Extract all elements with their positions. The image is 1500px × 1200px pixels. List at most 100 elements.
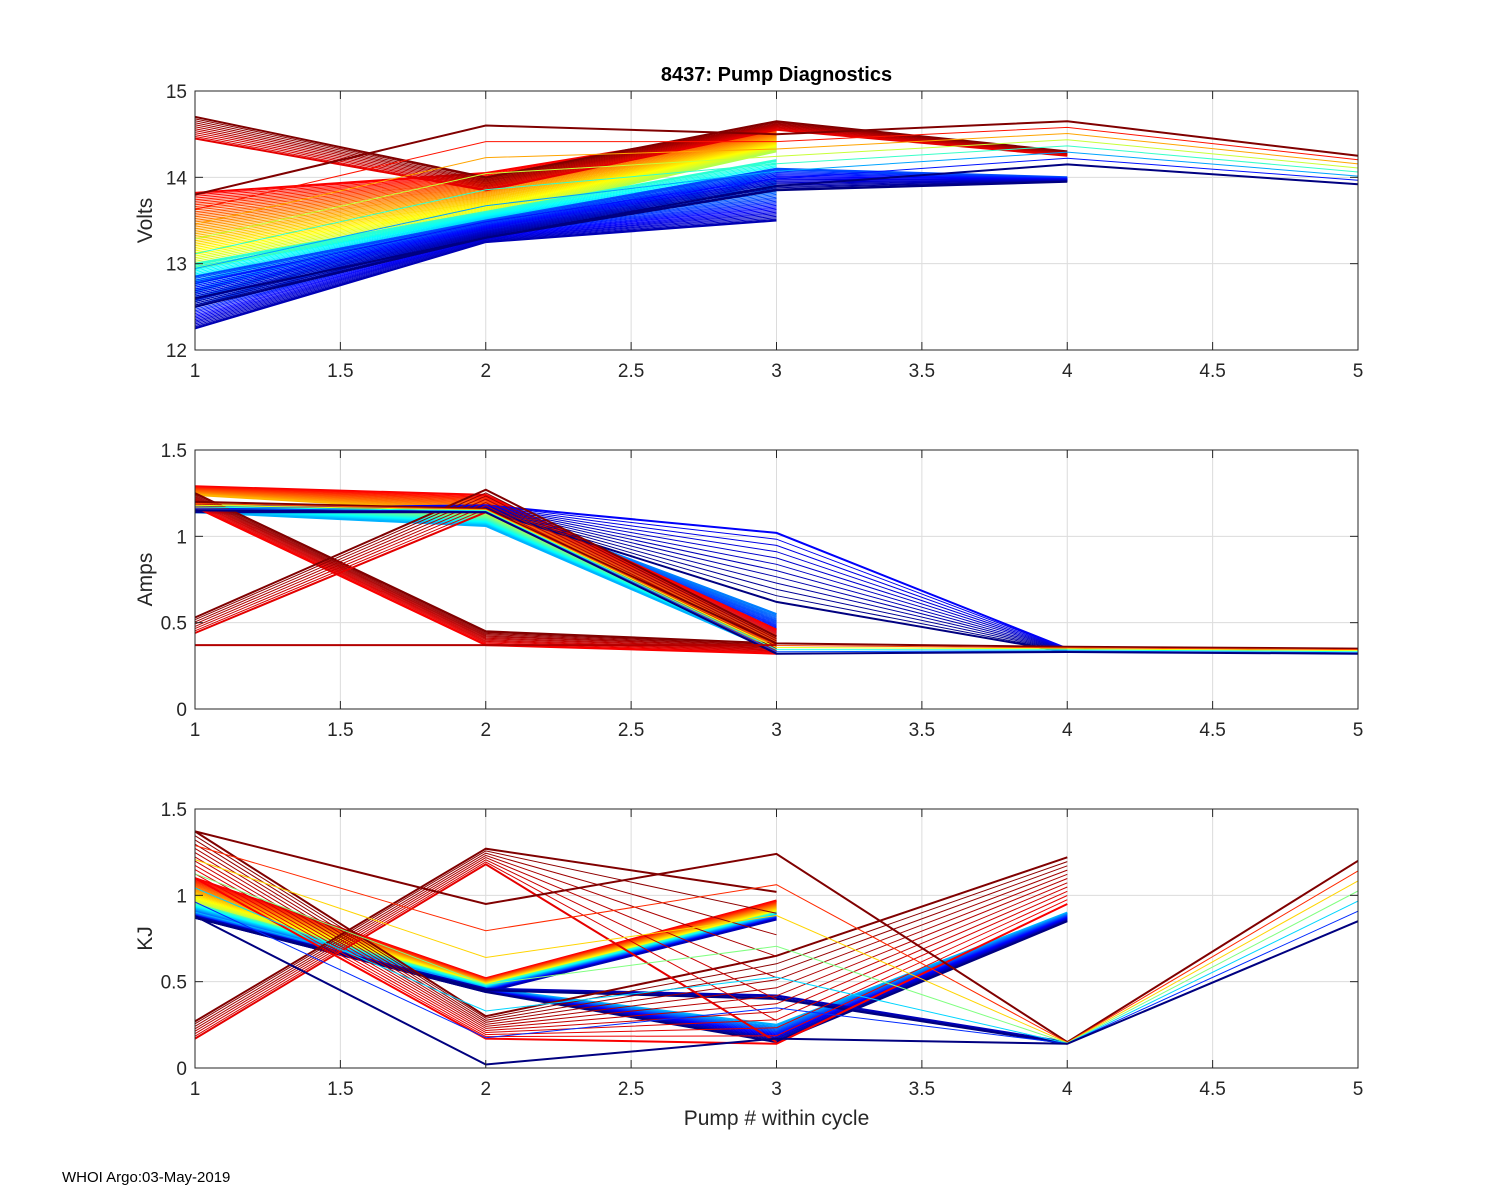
amps-series-line (194, 502, 777, 652)
volts-series-line (194, 167, 1068, 278)
volts-xtick-label: 4.5 (1199, 361, 1225, 382)
kj-xtick-label: 5 (1353, 1079, 1364, 1100)
amps-xtick-label: 3 (771, 720, 782, 741)
volts-series-line (194, 179, 1068, 297)
volts-ytick-label: 14 (166, 168, 188, 189)
volts-series-line (194, 126, 1068, 187)
volts-xtick-label: 4 (1062, 361, 1073, 382)
kj-series-line (194, 843, 1068, 1023)
volts-ylabel: Volts (134, 198, 157, 244)
amps-series-line (194, 501, 777, 651)
kj-xtick-label: 1.5 (327, 1079, 353, 1100)
volts-series-line (194, 145, 1359, 255)
volts-series-line (194, 146, 777, 255)
amps-series-line (194, 511, 777, 653)
kj-series-line (194, 861, 777, 1037)
kj-series-line (194, 854, 777, 1030)
volts-ytick-label: 15 (166, 82, 187, 103)
amps-series-line (194, 509, 1359, 655)
amps-series-lines (194, 485, 1359, 655)
volts-xtick-label: 5 (1353, 361, 1364, 382)
volts-series-line (194, 214, 777, 323)
kj-series-line (194, 835, 1068, 1019)
amps-series-line (194, 506, 1359, 653)
volts-panel: 1 1.5 2 2.5 3 3.5 4 4.5 5 12 13 14 15 Volts 8437: Pump… (134, 64, 1363, 382)
kj-series-line (194, 830, 1359, 1044)
volts-series-line (194, 122, 1068, 182)
kj-series-line (194, 873, 1359, 1044)
volts-series-line (194, 124, 1068, 184)
kj-series-line (194, 916, 1068, 1045)
kj-series-line (194, 887, 1359, 1044)
amps-ytick-label: 1.5 (161, 441, 187, 462)
amps-series-line (194, 488, 777, 638)
volts-series-line (194, 140, 777, 238)
volts-series-line (194, 157, 1359, 284)
volts-series-line (194, 126, 1359, 210)
volts-series-line (194, 136, 777, 226)
amps-series-line (194, 498, 777, 644)
volts-series-line (194, 159, 777, 265)
volts-xtick-label: 2 (480, 361, 491, 382)
kj-ylabel: KJ (134, 926, 157, 951)
volts-series-line (194, 143, 777, 247)
kj-ytick-label: 1 (176, 886, 187, 907)
volts-series-line (194, 132, 1359, 225)
volts-ytick-label: 12 (166, 341, 187, 362)
amps-xtick-label: 2.5 (618, 720, 644, 741)
volts-series-line (194, 180, 1068, 308)
volts-series-line (194, 147, 777, 259)
amps-series-line (194, 496, 777, 648)
volts-series-line (194, 175, 1068, 288)
volts-ytick-label: 13 (166, 255, 187, 276)
amps-series-line (194, 487, 777, 635)
volts-series-line (194, 139, 777, 236)
chart-title: 8437: Pump Diagnostics (661, 64, 892, 86)
volts-series-line (194, 120, 1359, 196)
amps-series-line (194, 489, 777, 641)
kj-series-line (194, 857, 777, 1032)
volts-series-line (194, 178, 1068, 292)
volts-xtick-label: 2.5 (618, 361, 644, 382)
amps-series-line (194, 492, 777, 645)
kj-ytick-label: 1.5 (161, 800, 187, 821)
kj-ytick-label: 0.5 (161, 973, 187, 994)
volts-series-line (194, 138, 777, 231)
kj-series-line (194, 845, 1359, 1043)
volts-series-line (194, 140, 777, 240)
kj-series-line (194, 863, 778, 1043)
amps-xtick-label: 3.5 (909, 720, 935, 741)
volts-series-line (194, 169, 1068, 279)
kj-ytick-label: 0 (176, 1059, 187, 1080)
volts-series-line (194, 145, 777, 252)
kj-series-line (194, 847, 1068, 1025)
amps-series-line (194, 508, 1359, 654)
volts-series-line (194, 179, 1068, 294)
kj-series-line (194, 839, 1068, 1021)
amps-series-line (194, 503, 777, 652)
kj-series-line (194, 873, 1068, 1038)
volts-series-line (194, 141, 777, 242)
volts-series-line (194, 118, 1068, 180)
volts-series-line (194, 180, 1068, 301)
amps-series-line (194, 495, 777, 642)
amps-series-line (194, 504, 777, 653)
volts-series-line (194, 163, 777, 269)
amps-series-line (194, 485, 777, 631)
kj-xtick-label: 3.5 (909, 1079, 935, 1100)
volts-xtick-label: 1.5 (327, 361, 353, 382)
amps-xtick-label: 5 (1353, 720, 1364, 741)
volts-series-line (194, 139, 1359, 240)
kj-xtick-label: 4.5 (1199, 1079, 1225, 1100)
kj-xtick-label: 4 (1062, 1079, 1073, 1100)
kj-series-line (194, 877, 1068, 1045)
volts-xtick-label: 3 (771, 361, 782, 382)
volts-series-line (194, 151, 1359, 270)
kj-series-line (194, 859, 1359, 1044)
footer-stamp: WHOI Argo:03-May-2019 (62, 1169, 231, 1186)
amps-series-line (194, 488, 777, 638)
amps-series-line (194, 493, 777, 645)
amps-xtick-label: 4.5 (1199, 720, 1225, 741)
amps-series-line (194, 495, 777, 647)
kj-panel: 1 1.5 2 2.5 3 3.5 4 4.5 5 0 0.5 1 1.5 KJ Pump # within… (134, 800, 1363, 1130)
